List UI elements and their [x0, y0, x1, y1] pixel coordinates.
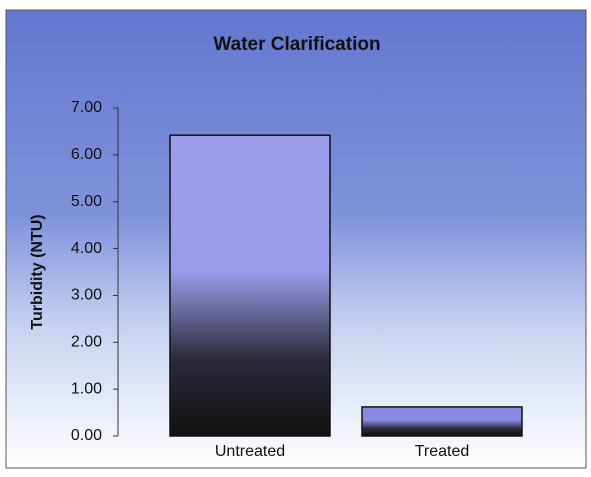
y-axis-label: Turbidity (NTU) — [29, 214, 46, 329]
x-tick-label: Treated — [415, 443, 470, 460]
y-tick-label: 0.00 — [71, 427, 102, 444]
y-tick-label: 1.00 — [71, 380, 102, 397]
y-tick-label: 5.00 — [71, 193, 102, 210]
y-tick-label: 6.00 — [71, 146, 102, 163]
chart-title: Water Clarification — [213, 34, 380, 55]
bar — [169, 134, 331, 437]
y-tick-label: 7.00 — [71, 99, 102, 116]
y-tick-label: 2.00 — [71, 334, 102, 351]
y-tick-label: 4.00 — [71, 240, 102, 257]
y-tick-label: 3.00 — [71, 287, 102, 304]
x-tick-label: Untreated — [215, 443, 285, 460]
bar — [361, 406, 523, 437]
